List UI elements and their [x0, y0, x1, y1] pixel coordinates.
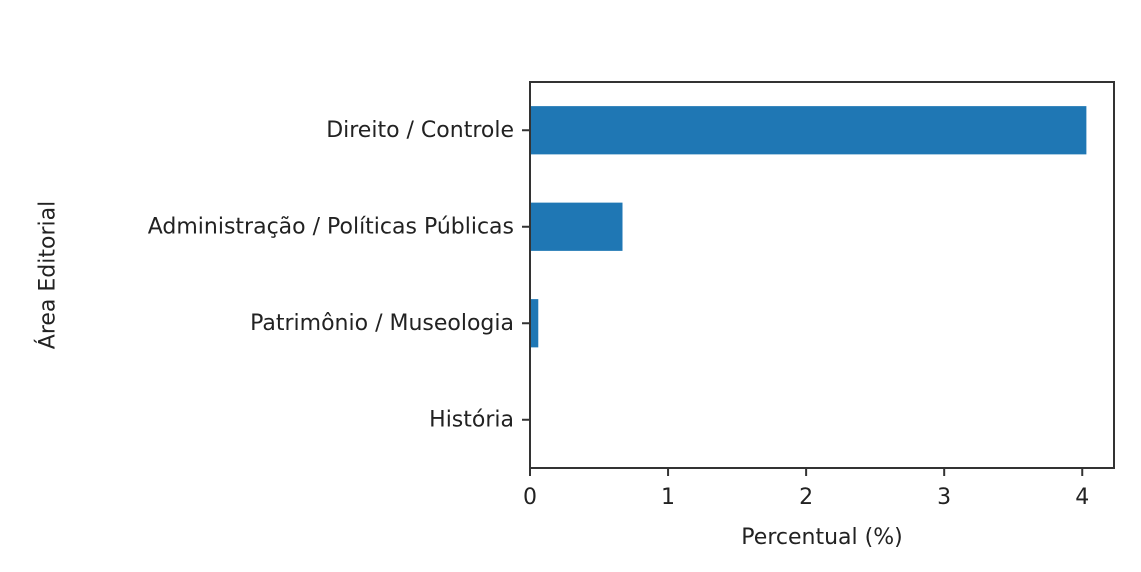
bar	[530, 299, 539, 348]
x-tick-label: 3	[937, 485, 951, 510]
bar	[530, 106, 1087, 155]
x-axis: 0 1 2 3 4	[523, 468, 1089, 510]
x-tick-label: 1	[661, 485, 675, 510]
plot-frame	[529, 81, 1115, 469]
x-axis-label: Percentual (%)	[741, 525, 902, 550]
y-tick-label: Administração / Políticas Públicas	[148, 214, 514, 239]
bar	[530, 202, 623, 251]
y-axis-label: Área Editorial	[35, 201, 61, 349]
x-tick-label: 0	[523, 485, 537, 510]
y-tick-label: Direito / Controle	[326, 118, 514, 143]
y-tick-label: Patrimônio / Museologia	[250, 311, 514, 336]
y-tick-label: História	[429, 407, 514, 432]
x-tick-label: 2	[799, 485, 813, 510]
bars-group	[530, 106, 1087, 348]
x-tick-label: 4	[1075, 485, 1089, 510]
y-axis: Direito / Controle Administração / Políti…	[148, 118, 530, 432]
